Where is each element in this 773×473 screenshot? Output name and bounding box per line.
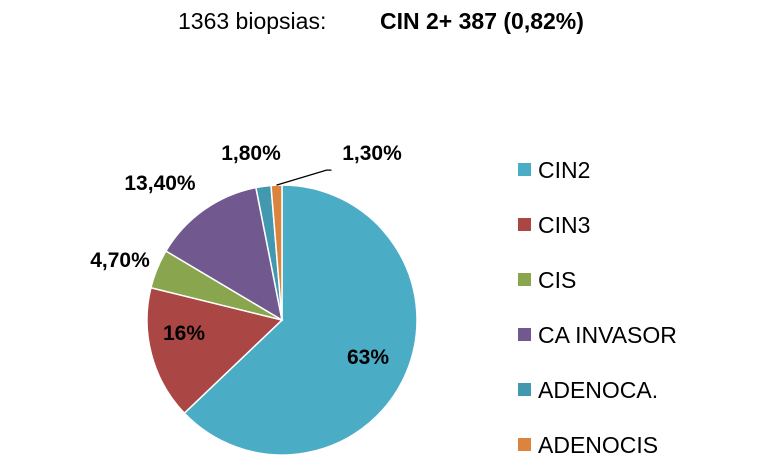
legend-swatch [518,438,531,451]
legend-swatch [518,273,531,286]
legend-label: CIN3 [538,212,590,238]
data-label: 1,30% [342,142,402,165]
legend-label: ADENOCIS [538,432,658,458]
pie-slices [146,184,418,456]
cin2plus-summary-label: CIN 2+ 387 (0,82%) [380,8,584,34]
legend: CIN2 CIN3 CIS CA INVASOR ADENOCA. ADENOCIS [518,157,677,458]
data-label: 16% [163,322,205,345]
pie-slice-adenocis [270,184,283,321]
pie-slice-ca-invasor [164,186,284,322]
chart-header: 1363 biopsias: CIN 2+ 387 (0,82%) [0,8,773,42]
legend-swatch [518,163,531,176]
leader-lines [276,169,332,186]
legend-label: CA INVASOR [538,322,677,348]
legend-swatch [518,328,531,341]
pie-slice-cin2 [183,184,418,456]
slice-labels: 63% 16% 4,70% 13,40% 1,80% 1,30% [90,142,402,369]
legend-label: ADENOCA. [538,377,658,403]
data-label: 1,80% [221,142,281,165]
legend-swatch [518,218,531,231]
data-label: 13,40% [124,172,196,195]
legend-label: CIN2 [538,157,590,183]
legend-swatch [518,383,531,396]
legend-label: CIS [538,267,576,293]
biopsy-count-label: 1363 biopsias: [178,8,327,34]
data-label: 4,70% [90,249,150,272]
leader-line [276,169,332,186]
pie-slice-cin3 [146,286,284,415]
data-label: 63% [347,346,389,369]
